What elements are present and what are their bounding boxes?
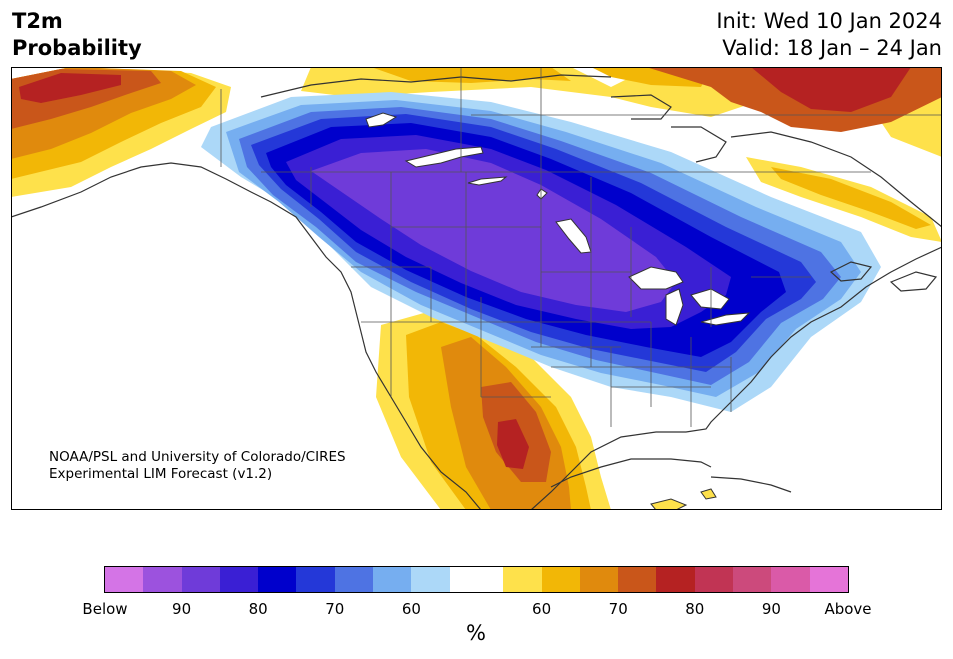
title-line-metric: Probability bbox=[12, 36, 142, 60]
colorbar-tick-label: 90 bbox=[761, 600, 781, 618]
inland-water bbox=[365, 112, 751, 326]
colorbar-swatch bbox=[373, 567, 412, 592]
colorbar-swatch bbox=[449, 567, 504, 592]
colorbar-tick-label: 80 bbox=[248, 600, 268, 618]
warm-area-southwest bbox=[376, 311, 611, 510]
colorbar-swatch bbox=[334, 567, 374, 592]
colorbar-tick-label: 70 bbox=[608, 600, 628, 618]
colorbar-swatch bbox=[181, 567, 220, 592]
colorbar-tick-label: 80 bbox=[685, 600, 705, 618]
colorbar-swatch bbox=[579, 567, 619, 592]
map-frame bbox=[11, 67, 942, 510]
valid-range: Valid: 18 Jan – 24 Jan bbox=[722, 36, 942, 60]
colorbar-tick-label: 60 bbox=[532, 600, 552, 618]
colorbar-swatch bbox=[105, 567, 144, 592]
colorbar-swatch bbox=[694, 567, 734, 592]
colorbar-tick-label: 60 bbox=[401, 600, 421, 618]
colorbar bbox=[104, 566, 849, 593]
title-line-variable: T2m bbox=[12, 9, 63, 33]
colorbar-swatch bbox=[258, 567, 297, 592]
colorbar-swatch bbox=[219, 567, 259, 592]
probability-map bbox=[11, 67, 942, 510]
map-credit: NOAA/PSL and University of Colorado/CIRE… bbox=[49, 449, 346, 483]
warm-area-alaska bbox=[11, 67, 261, 217]
colorbar-tick-label: 70 bbox=[325, 600, 345, 618]
colorbar-swatch bbox=[541, 567, 580, 592]
colorbar-unit: % bbox=[466, 621, 486, 645]
colorbar-tick-label: Above bbox=[824, 600, 872, 618]
colorbar-swatch bbox=[296, 567, 335, 592]
init-date: Init: Wed 10 Jan 2024 bbox=[716, 9, 942, 33]
political-boundaries bbox=[220, 67, 941, 427]
colorbar-swatch bbox=[771, 567, 810, 592]
colorbar-swatch bbox=[809, 567, 848, 592]
islands bbox=[650, 488, 717, 510]
colorbar-tick-label: Below bbox=[82, 600, 128, 618]
credit-line-forecast: Experimental LIM Forecast (v1.2) bbox=[49, 466, 273, 482]
map-title: T2m Probability bbox=[12, 8, 142, 62]
colorbar-swatch bbox=[733, 567, 772, 592]
forecast-dates: Init: Wed 10 Jan 2024 Valid: 18 Jan – 24… bbox=[716, 8, 942, 62]
credit-line-institutions: NOAA/PSL and University of Colorado/CIRE… bbox=[49, 449, 346, 465]
colorbar-swatch bbox=[656, 567, 695, 592]
colorbar-swatch bbox=[143, 567, 182, 592]
colorbar-swatch bbox=[503, 567, 542, 592]
colorbar-swatch bbox=[618, 567, 657, 592]
colorbar-tick-labels: Below 90 80 70 60 60 70 80 90 Above bbox=[0, 600, 953, 620]
colorbar-swatch bbox=[411, 567, 450, 592]
colorbar-tick-label: 90 bbox=[172, 600, 192, 618]
